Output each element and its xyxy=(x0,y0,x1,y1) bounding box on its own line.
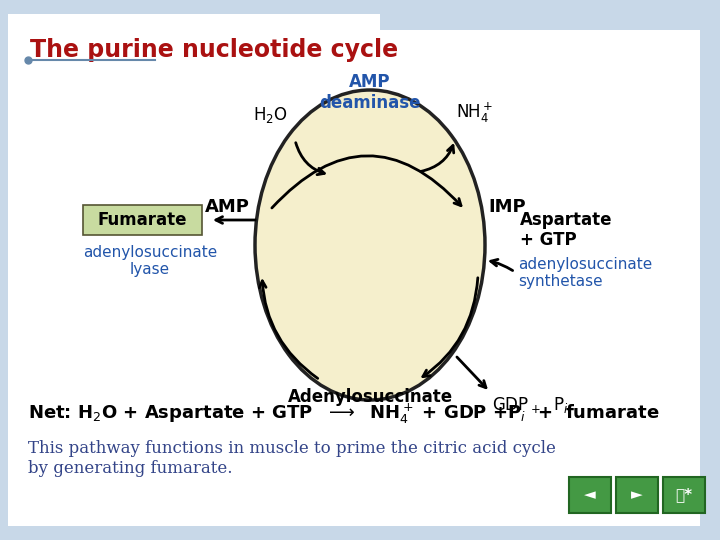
FancyBboxPatch shape xyxy=(0,526,720,540)
FancyBboxPatch shape xyxy=(663,477,705,513)
Text: Fumarate: Fumarate xyxy=(97,211,186,229)
Text: AMP
deaminase: AMP deaminase xyxy=(319,73,420,112)
Text: The purine nucleotide cycle: The purine nucleotide cycle xyxy=(30,38,398,62)
FancyBboxPatch shape xyxy=(380,8,720,30)
FancyBboxPatch shape xyxy=(8,14,708,532)
FancyBboxPatch shape xyxy=(616,477,658,513)
Text: adenylosuccinate
synthetase: adenylosuccinate synthetase xyxy=(518,257,652,289)
Text: ◄: ◄ xyxy=(584,488,596,503)
Text: adenylosuccinate
lyase: adenylosuccinate lyase xyxy=(83,245,217,278)
Text: This pathway functions in muscle to prime the citric acid cycle
by generating fu: This pathway functions in muscle to prim… xyxy=(28,440,556,477)
Text: IMP: IMP xyxy=(488,198,526,216)
Text: GDP$_+$  P$_i$: GDP$_+$ P$_i$ xyxy=(492,395,569,415)
Text: AMP: AMP xyxy=(205,198,250,216)
Text: 目*: 目* xyxy=(675,488,693,503)
FancyBboxPatch shape xyxy=(83,205,202,235)
Text: NH$_4^+$: NH$_4^+$ xyxy=(456,100,494,125)
Text: ►: ► xyxy=(631,488,643,503)
Text: H$_2$O: H$_2$O xyxy=(253,105,287,125)
Ellipse shape xyxy=(255,90,485,400)
Text: Adenylosuccinate: Adenylosuccinate xyxy=(287,388,453,406)
FancyBboxPatch shape xyxy=(569,477,611,513)
Text: Net: H$_2$O + Aspartate + GTP  $\longrightarrow$  NH$_4^+$ + GDP +P$_i$  +  fuma: Net: H$_2$O + Aspartate + GTP $\longrigh… xyxy=(28,402,660,426)
Text: Aspartate
+ GTP: Aspartate + GTP xyxy=(520,211,613,249)
FancyBboxPatch shape xyxy=(700,0,720,540)
